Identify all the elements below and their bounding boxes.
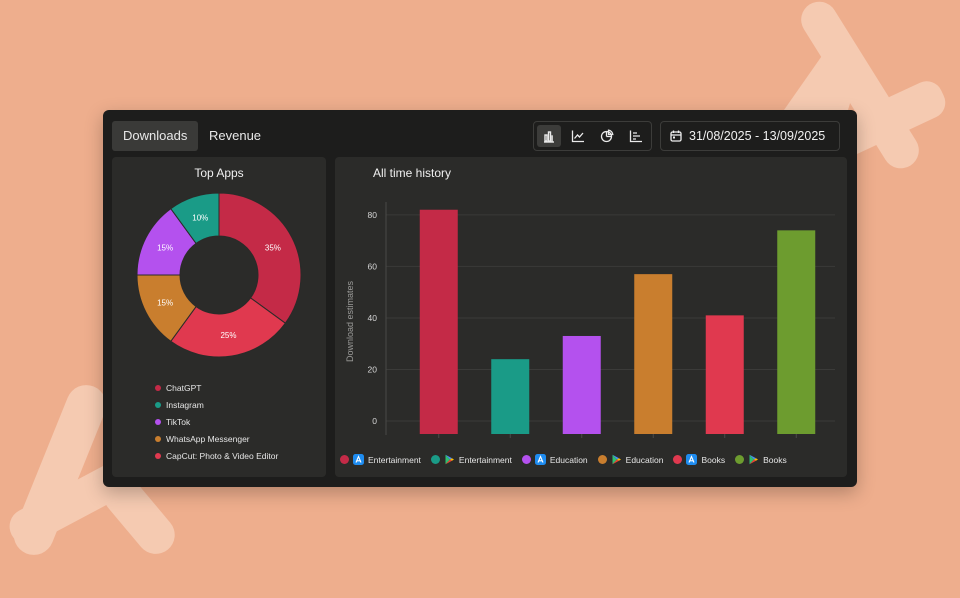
legend-item-capcut[interactable]: CapCut: Photo & Video Editor [155,447,278,464]
app-store-icon [686,454,698,465]
legend-label: CapCut: Photo & Video Editor [166,450,279,461]
legend-swatch [155,435,161,442]
legend-item-3[interactable]: Education [597,454,664,465]
history-bar-chart: 0 20 40 60 80 Download estimates [345,202,835,438]
horizontal-bar-icon[interactable] [624,125,648,147]
donut-slice-label: 15% [157,298,173,307]
history-panel: All time history 0 20 40 60 80 Download estim… [335,157,847,477]
legend-swatch [155,418,161,425]
legend-label: Education [625,454,664,465]
legend-item-whatsapp[interactable]: WhatsApp Messenger [155,430,278,447]
legend-item-instagram[interactable]: Instagram [155,397,278,414]
legend-item-5[interactable]: Books [735,454,787,465]
legend-label: WhatsApp Messenger [166,433,250,444]
y-tick-label: 60 [368,261,378,271]
app-store-icon [534,454,546,465]
y-tick-label: 80 [368,210,378,220]
top-apps-panel: Top Apps 35% 25% 15% 15% 10% ChatGPT Instagr… [112,157,326,477]
legend-label: Entertainment [368,454,421,465]
legend-label: TikTok [166,416,191,427]
legend-label: Books [763,454,787,465]
y-tick-label: 40 [368,313,378,323]
google-play-icon [748,454,759,465]
top-apps-donut-chart: 35% 25% 15% 15% 10% [136,193,302,358]
bar-chart-icon[interactable] [537,125,561,147]
bar-2[interactable] [562,335,601,434]
tab-downloads[interactable]: Downloads [112,121,199,151]
legend-item-tiktok[interactable]: TikTok [155,414,278,431]
legend-swatch [673,455,683,464]
donut-slice-0[interactable] [218,193,302,324]
calendar-icon [670,130,682,142]
legend-swatch [155,452,161,459]
legend-label: Entertainment [458,454,512,465]
bar-1[interactable] [491,359,530,434]
legend-label: ChatGPT [166,383,202,394]
legend-label: Education [549,454,588,465]
pie-chart-icon[interactable] [595,125,619,147]
legend-swatch [430,455,440,464]
google-play-icon [611,454,622,465]
top-apps-legend: ChatGPT Instagram TikTok WhatsApp Messen… [155,380,278,464]
legend-item-1[interactable]: Entertainment [430,454,512,465]
tab-revenue[interactable]: Revenue [209,128,262,143]
dashboard-window: Downloads Revenue 31/08/2025 - 13/09/202… [103,110,857,487]
legend-swatch [155,402,161,409]
legend-swatch [735,455,745,464]
legend-swatch [340,455,349,464]
bar-5[interactable] [777,230,816,434]
legend-item-2[interactable]: Education [521,454,588,465]
donut-slice-1[interactable] [170,297,287,358]
bar-3[interactable] [634,274,673,434]
legend-item-0[interactable]: Entertainment [340,454,421,465]
donut-slice-label: 25% [220,331,236,340]
legend-label: Books [701,454,726,465]
legend-item-chatgpt[interactable]: ChatGPT [155,380,278,397]
app-store-icon [353,454,364,465]
top-apps-title: Top Apps [194,166,244,180]
legend-swatch [597,455,607,464]
date-range-picker[interactable]: 31/08/2025 - 13/09/2025 [660,121,840,151]
date-range-text: 31/08/2025 - 13/09/2025 [689,129,826,143]
legend-swatch [155,385,161,392]
google-play-icon [444,454,455,465]
line-chart-icon[interactable] [566,125,590,147]
donut-slice-label: 35% [265,244,281,253]
legend-label: Instagram [166,400,204,411]
legend-item-4[interactable]: Books [673,454,725,465]
bar-0[interactable] [419,209,458,434]
legend-swatch [521,455,531,464]
y-tick-label: 0 [372,416,377,426]
y-tick-label: 20 [368,364,378,374]
chart-type-toolbar [533,121,652,151]
donut-slice-label: 10% [192,213,208,222]
donut-slice-label: 15% [157,244,173,253]
history-title: All time history [373,166,452,180]
donut-slice-4[interactable] [170,193,220,245]
bar-4[interactable] [705,315,744,434]
y-axis-label: Download estimates [345,280,355,362]
history-legend: Entertainment Entertainment Education Educa… [340,454,797,465]
